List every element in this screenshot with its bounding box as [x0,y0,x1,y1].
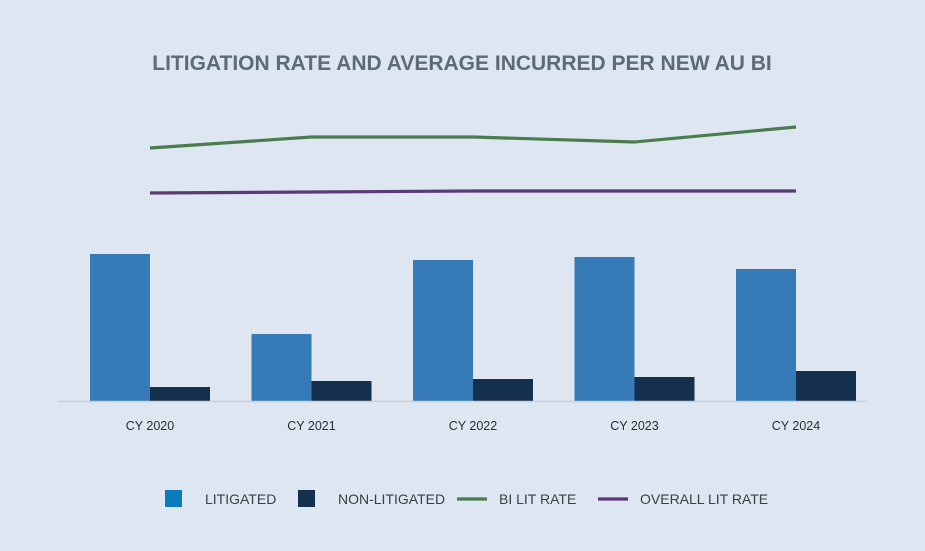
x-tick-label-1: CY 2020 [126,419,174,433]
bars-layer [90,254,856,401]
legend: LITIGATED NON-LITIGATED BI LIT RATE OVERALL… [165,490,768,507]
legend-marker-non-litigated [298,490,315,507]
x-tick-label-2: CY 2021 [287,419,335,433]
bar-non-litigated-3 [473,379,533,401]
legend-label-bi-lit-rate: BI LIT RATE [499,491,576,507]
x-tick-label-4: CY 2023 [610,419,658,433]
lines-layer [149,125,797,195]
bar-non-litigated-1 [150,387,210,401]
legend-label-litigated: LITIGATED [205,491,276,507]
bar-litigated-5 [736,269,796,401]
bar-non-litigated-2 [311,381,372,401]
x-tick-label-5: CY 2024 [772,419,820,433]
bar-litigated-4 [574,257,635,401]
legend-label-non-litigated: NON-LITIGATED [338,491,445,507]
legend-label-overall-lit-rate: OVERALL LIT RATE [640,491,768,507]
bar-litigated-2 [251,334,312,401]
chart-title: LITIGATION RATE AND AVERAGE INCURRED PER… [152,52,772,75]
x-tick-labels: CY 2020 CY 2021 CY 2022 CY 2023 CY 2024 [126,419,820,433]
bar-non-litigated-5 [796,371,856,401]
line-bi-lit-rate [149,125,797,150]
bar-litigated-1 [90,254,150,401]
bar-litigated-3 [413,260,473,401]
bar-non-litigated-4 [634,377,695,401]
legend-marker-litigated [165,490,182,507]
line-overall-lit-rate [149,189,796,195]
x-tick-label-3: CY 2022 [449,419,497,433]
